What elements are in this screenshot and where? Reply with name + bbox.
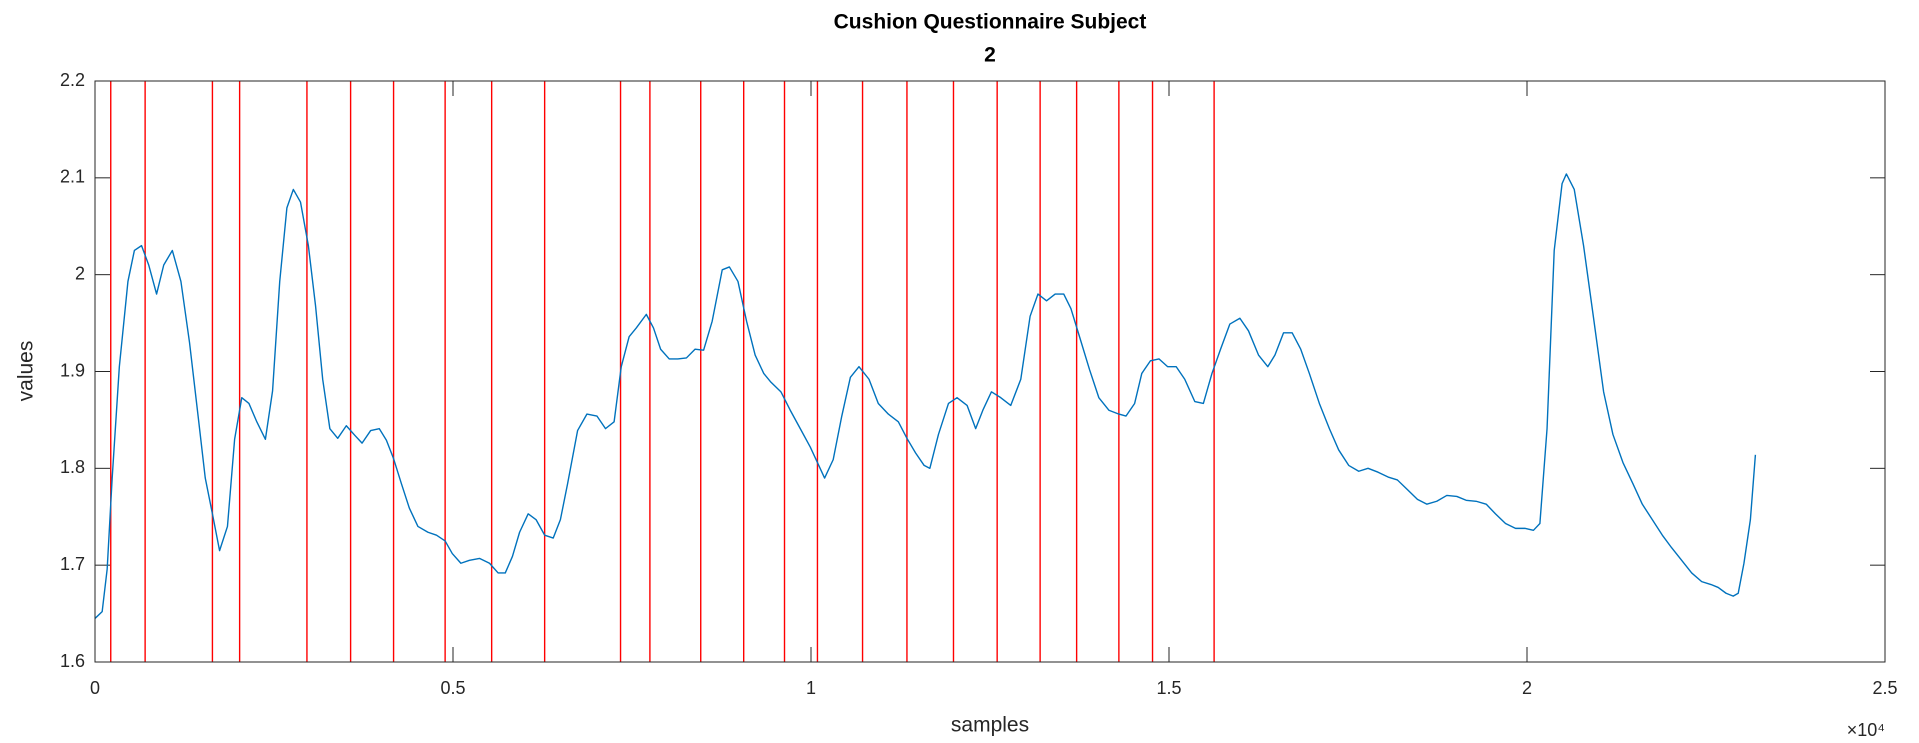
x-tick-label: 2.5	[1872, 678, 1897, 698]
y-tick-label: 2	[75, 263, 85, 283]
x-axis-label: samples	[951, 714, 1029, 737]
y-tick-label: 1.6	[60, 651, 85, 671]
x-tick-label: 1.5	[1156, 678, 1181, 698]
chart-title: 2	[984, 44, 996, 67]
axes-box	[94, 80, 1886, 663]
y-axis-label: values	[15, 341, 38, 402]
axes-background	[95, 81, 1885, 662]
y-tick-label: 2.2	[60, 70, 85, 90]
chart-title: Cushion Questionnaire Subject	[834, 11, 1147, 34]
x-tick-label: 2	[1522, 678, 1532, 698]
x-tick-label: 1	[806, 678, 816, 698]
x-axis-multiplier: ×10⁴	[1847, 720, 1885, 740]
y-tick-label: 1.7	[60, 554, 85, 574]
data-line	[94, 173, 1757, 619]
x-tick-label: 0.5	[440, 678, 465, 698]
y-tick-label: 1.8	[60, 457, 85, 477]
y-tick-label: 2.1	[60, 167, 85, 187]
x-tick-label: 0	[90, 678, 100, 698]
y-tick-label: 1.9	[60, 360, 85, 380]
